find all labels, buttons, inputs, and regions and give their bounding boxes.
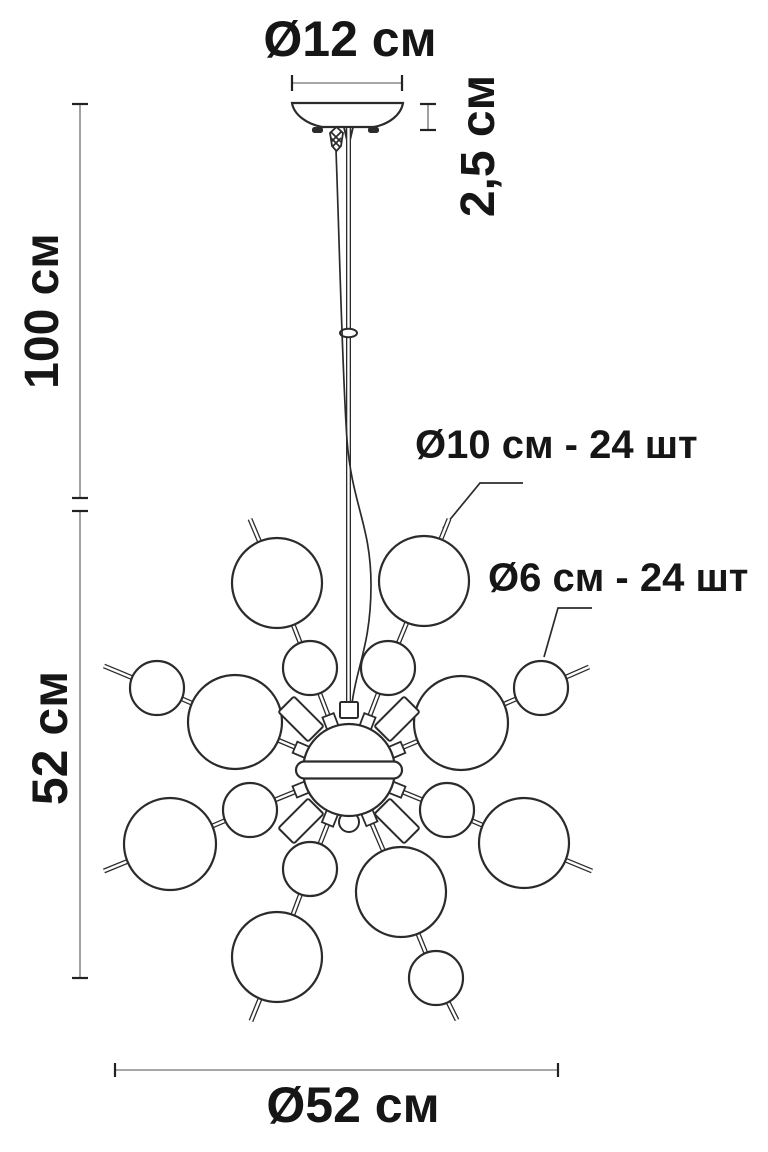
globe-small — [418, 781, 476, 839]
globe-large — [477, 796, 571, 890]
paddle-rod — [278, 696, 324, 742]
dimension-body-height — [72, 509, 88, 980]
leader-small-globe — [543, 607, 592, 658]
globe-large — [186, 673, 284, 771]
rod-ring — [339, 327, 358, 339]
center-hub — [278, 696, 420, 844]
dimension-suspension-length — [72, 102, 88, 500]
label-canopy-height: 2,5 см — [452, 74, 505, 218]
globe-small — [128, 659, 186, 717]
globe-small — [407, 949, 465, 1007]
globe-large — [377, 534, 471, 628]
globe-small — [512, 659, 570, 717]
label-body-diameter: Ø52 см — [266, 1077, 440, 1133]
globe-large — [122, 796, 218, 892]
suspension-rod — [339, 128, 358, 706]
paddle-rod — [374, 696, 420, 742]
globe-large — [354, 845, 448, 939]
label-small-globe-spec: Ø6 см - 24 шт — [488, 556, 749, 600]
globe-small — [221, 781, 279, 839]
paddle-rod — [374, 798, 420, 844]
globe-large — [230, 536, 324, 630]
canopy-screw-right — [368, 127, 379, 133]
label-canopy-diameter: Ø12 см — [263, 11, 437, 67]
globe-large — [412, 674, 510, 772]
label-suspension-length: 100 см — [16, 233, 69, 389]
dimension-canopy-height — [420, 102, 436, 132]
label-body-height: 52 см — [22, 670, 78, 806]
paddle-rod — [278, 798, 324, 844]
leader-large-globe — [442, 482, 523, 529]
canopy-screw-left — [312, 127, 323, 133]
dimension-body-diameter — [113, 1063, 560, 1077]
large-globes — [122, 534, 571, 1004]
dimension-canopy-diameter — [290, 75, 404, 91]
hanging-cable — [335, 149, 372, 705]
cord-grip — [329, 125, 344, 153]
sphere-top-connector — [339, 701, 359, 719]
globe-large — [230, 910, 324, 1004]
sphere-band — [294, 760, 404, 780]
globe-small — [281, 639, 339, 697]
label-large-globe-spec: Ø10 см - 24 шт — [415, 423, 698, 467]
small-globes — [128, 639, 570, 1007]
globe-small — [359, 639, 417, 697]
globe-small — [281, 840, 339, 898]
